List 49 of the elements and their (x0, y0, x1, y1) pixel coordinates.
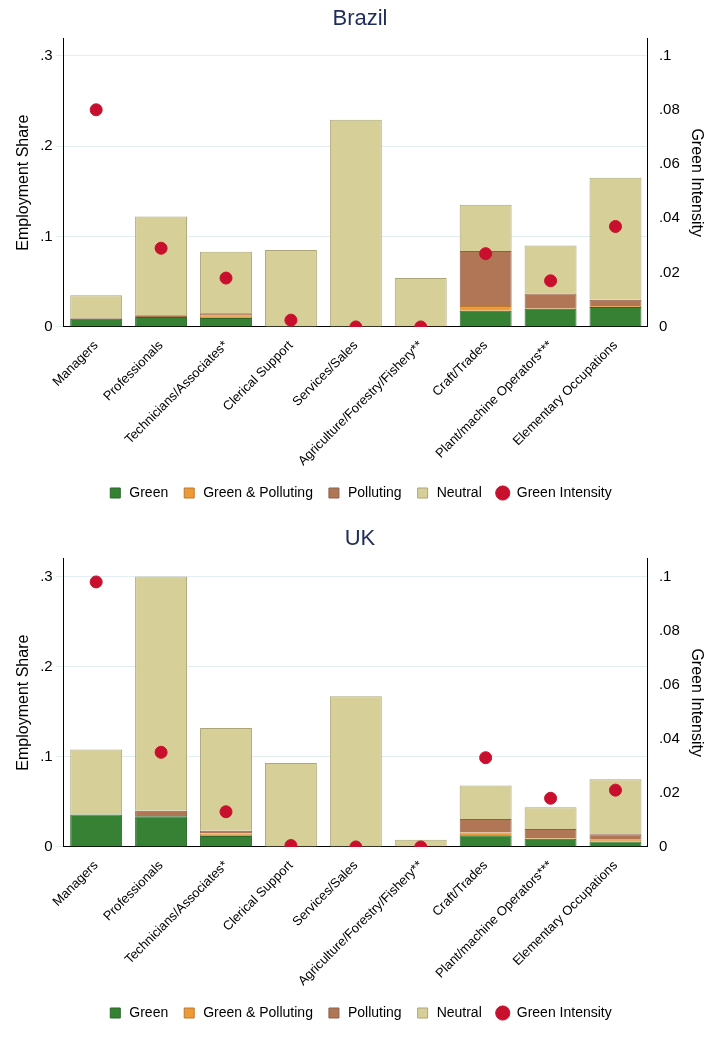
y-axis-title: Employment Share (14, 634, 32, 771)
legend-label: Neutral (436, 483, 482, 500)
point (89, 575, 103, 589)
legend-label: Neutral (436, 1003, 482, 1020)
legend-label: Green (129, 1003, 169, 1020)
y2-axis-title: Green Intensity (688, 128, 706, 237)
point (608, 783, 622, 797)
legend-label: Green & Polluting (203, 1003, 313, 1020)
legend-label: Polluting (347, 1003, 402, 1020)
y2-tick-label: .06 (658, 674, 680, 692)
legend-label: Green & Polluting (203, 483, 313, 500)
y-tick-label: .3 (40, 45, 53, 63)
y-tick-label: 0 (44, 317, 53, 335)
y2-tick-label: 0 (658, 837, 668, 855)
point (544, 791, 558, 805)
point (544, 274, 558, 288)
y2-tick-label: .02 (658, 782, 680, 800)
legend-label: Green (129, 483, 169, 500)
y2-tick-label: .08 (658, 620, 680, 638)
point (219, 271, 233, 285)
point (154, 241, 168, 255)
point (284, 313, 298, 327)
point (89, 103, 103, 117)
point (479, 751, 493, 765)
y-axis-title: Employment Share (14, 114, 32, 251)
y2-tick-label: .08 (658, 99, 680, 117)
point (608, 220, 622, 233)
legend-label: Green Intensity (516, 1003, 612, 1020)
y2-tick-label: .1 (658, 45, 672, 63)
y2-tick-label: .1 (658, 566, 672, 584)
legend-label: Green Intensity (516, 483, 612, 500)
y-tick-label: .3 (40, 566, 53, 584)
y2-tick-label: .06 (658, 154, 680, 172)
y-tick-label: .2 (40, 656, 53, 674)
y2-axis-title: Green Intensity (688, 648, 706, 757)
y-tick-label: .1 (40, 746, 53, 764)
y-tick-label: .1 (40, 226, 53, 244)
point (219, 805, 233, 819)
point (479, 247, 493, 261)
point (154, 745, 168, 759)
legend-label: Polluting (347, 483, 402, 500)
y2-tick-label: .04 (658, 728, 680, 746)
y-tick-label: .2 (40, 136, 53, 154)
y2-tick-label: .04 (658, 208, 680, 226)
y-tick-label: 0 (44, 837, 53, 855)
chart-title: UK (344, 525, 376, 551)
y2-tick-label: 0 (658, 317, 668, 335)
y2-tick-label: .02 (658, 262, 680, 280)
chart-title: Brazil (332, 5, 388, 31)
